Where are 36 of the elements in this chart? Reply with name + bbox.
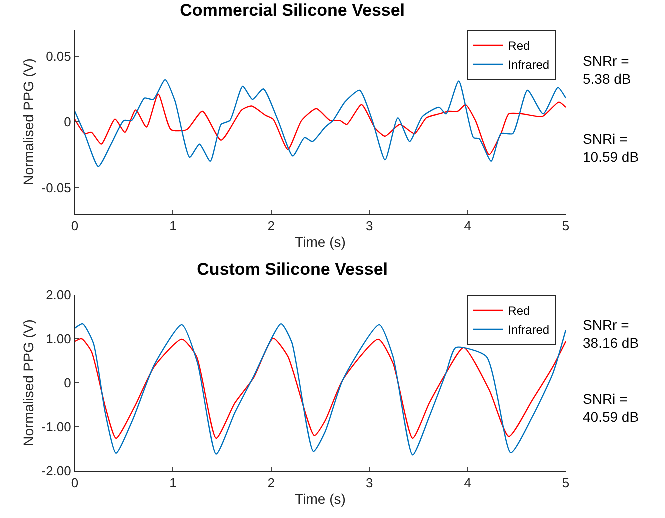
x-tick-label: 1 (170, 476, 177, 491)
line-series (75, 338, 566, 440)
x-tick-label: 1 (170, 218, 177, 234)
x-axis-title: Time (s) (295, 490, 346, 507)
text: SNRi = 40.59 dB (583, 391, 640, 426)
x-tick-label: 3 (366, 476, 374, 491)
legend-label: Infrared (508, 58, 550, 72)
text: SNRr = 38.16 dB (583, 317, 640, 352)
y-tick-label: -0.05 (42, 180, 72, 196)
chart-title: Commercial Silicone Vessel (180, 0, 406, 20)
x-tick-label: 2 (268, 476, 276, 491)
y-axis-title: Normalised PPG (V) (20, 58, 36, 186)
x-tick-label: 4 (464, 476, 472, 491)
y-tick-label: 2.00 (46, 288, 72, 303)
chart-title: Custom Silicone Vessel (197, 260, 388, 279)
x-tick-label: 2 (268, 218, 276, 234)
y-tick-label: -1.00 (42, 420, 72, 435)
x-tick-label: 5 (562, 476, 570, 491)
line-series (75, 79, 566, 168)
x-tick-label: 4 (464, 218, 472, 234)
text: SNRi = 10.59 dB (583, 131, 640, 166)
legend-label: Red (508, 39, 530, 54)
y-axis-title: Normalised PPG (V) (20, 320, 36, 446)
y-tick-label: -2.00 (42, 464, 72, 479)
y-tick-label: 0 (64, 376, 72, 391)
line-series (75, 323, 566, 456)
line-series (75, 94, 566, 156)
legend-label: Red (508, 304, 530, 318)
x-tick-label: 3 (366, 218, 374, 234)
text: SNRr = 5.38 dB (583, 53, 632, 88)
y-tick-label: 0.05 (46, 48, 72, 64)
legend-label: Infrared (508, 323, 550, 338)
x-tick-label: 5 (562, 218, 570, 234)
x-axis-title: Time (s) (295, 234, 346, 250)
y-tick-label: 0 (64, 114, 72, 130)
y-tick-label: 1.00 (46, 332, 72, 347)
